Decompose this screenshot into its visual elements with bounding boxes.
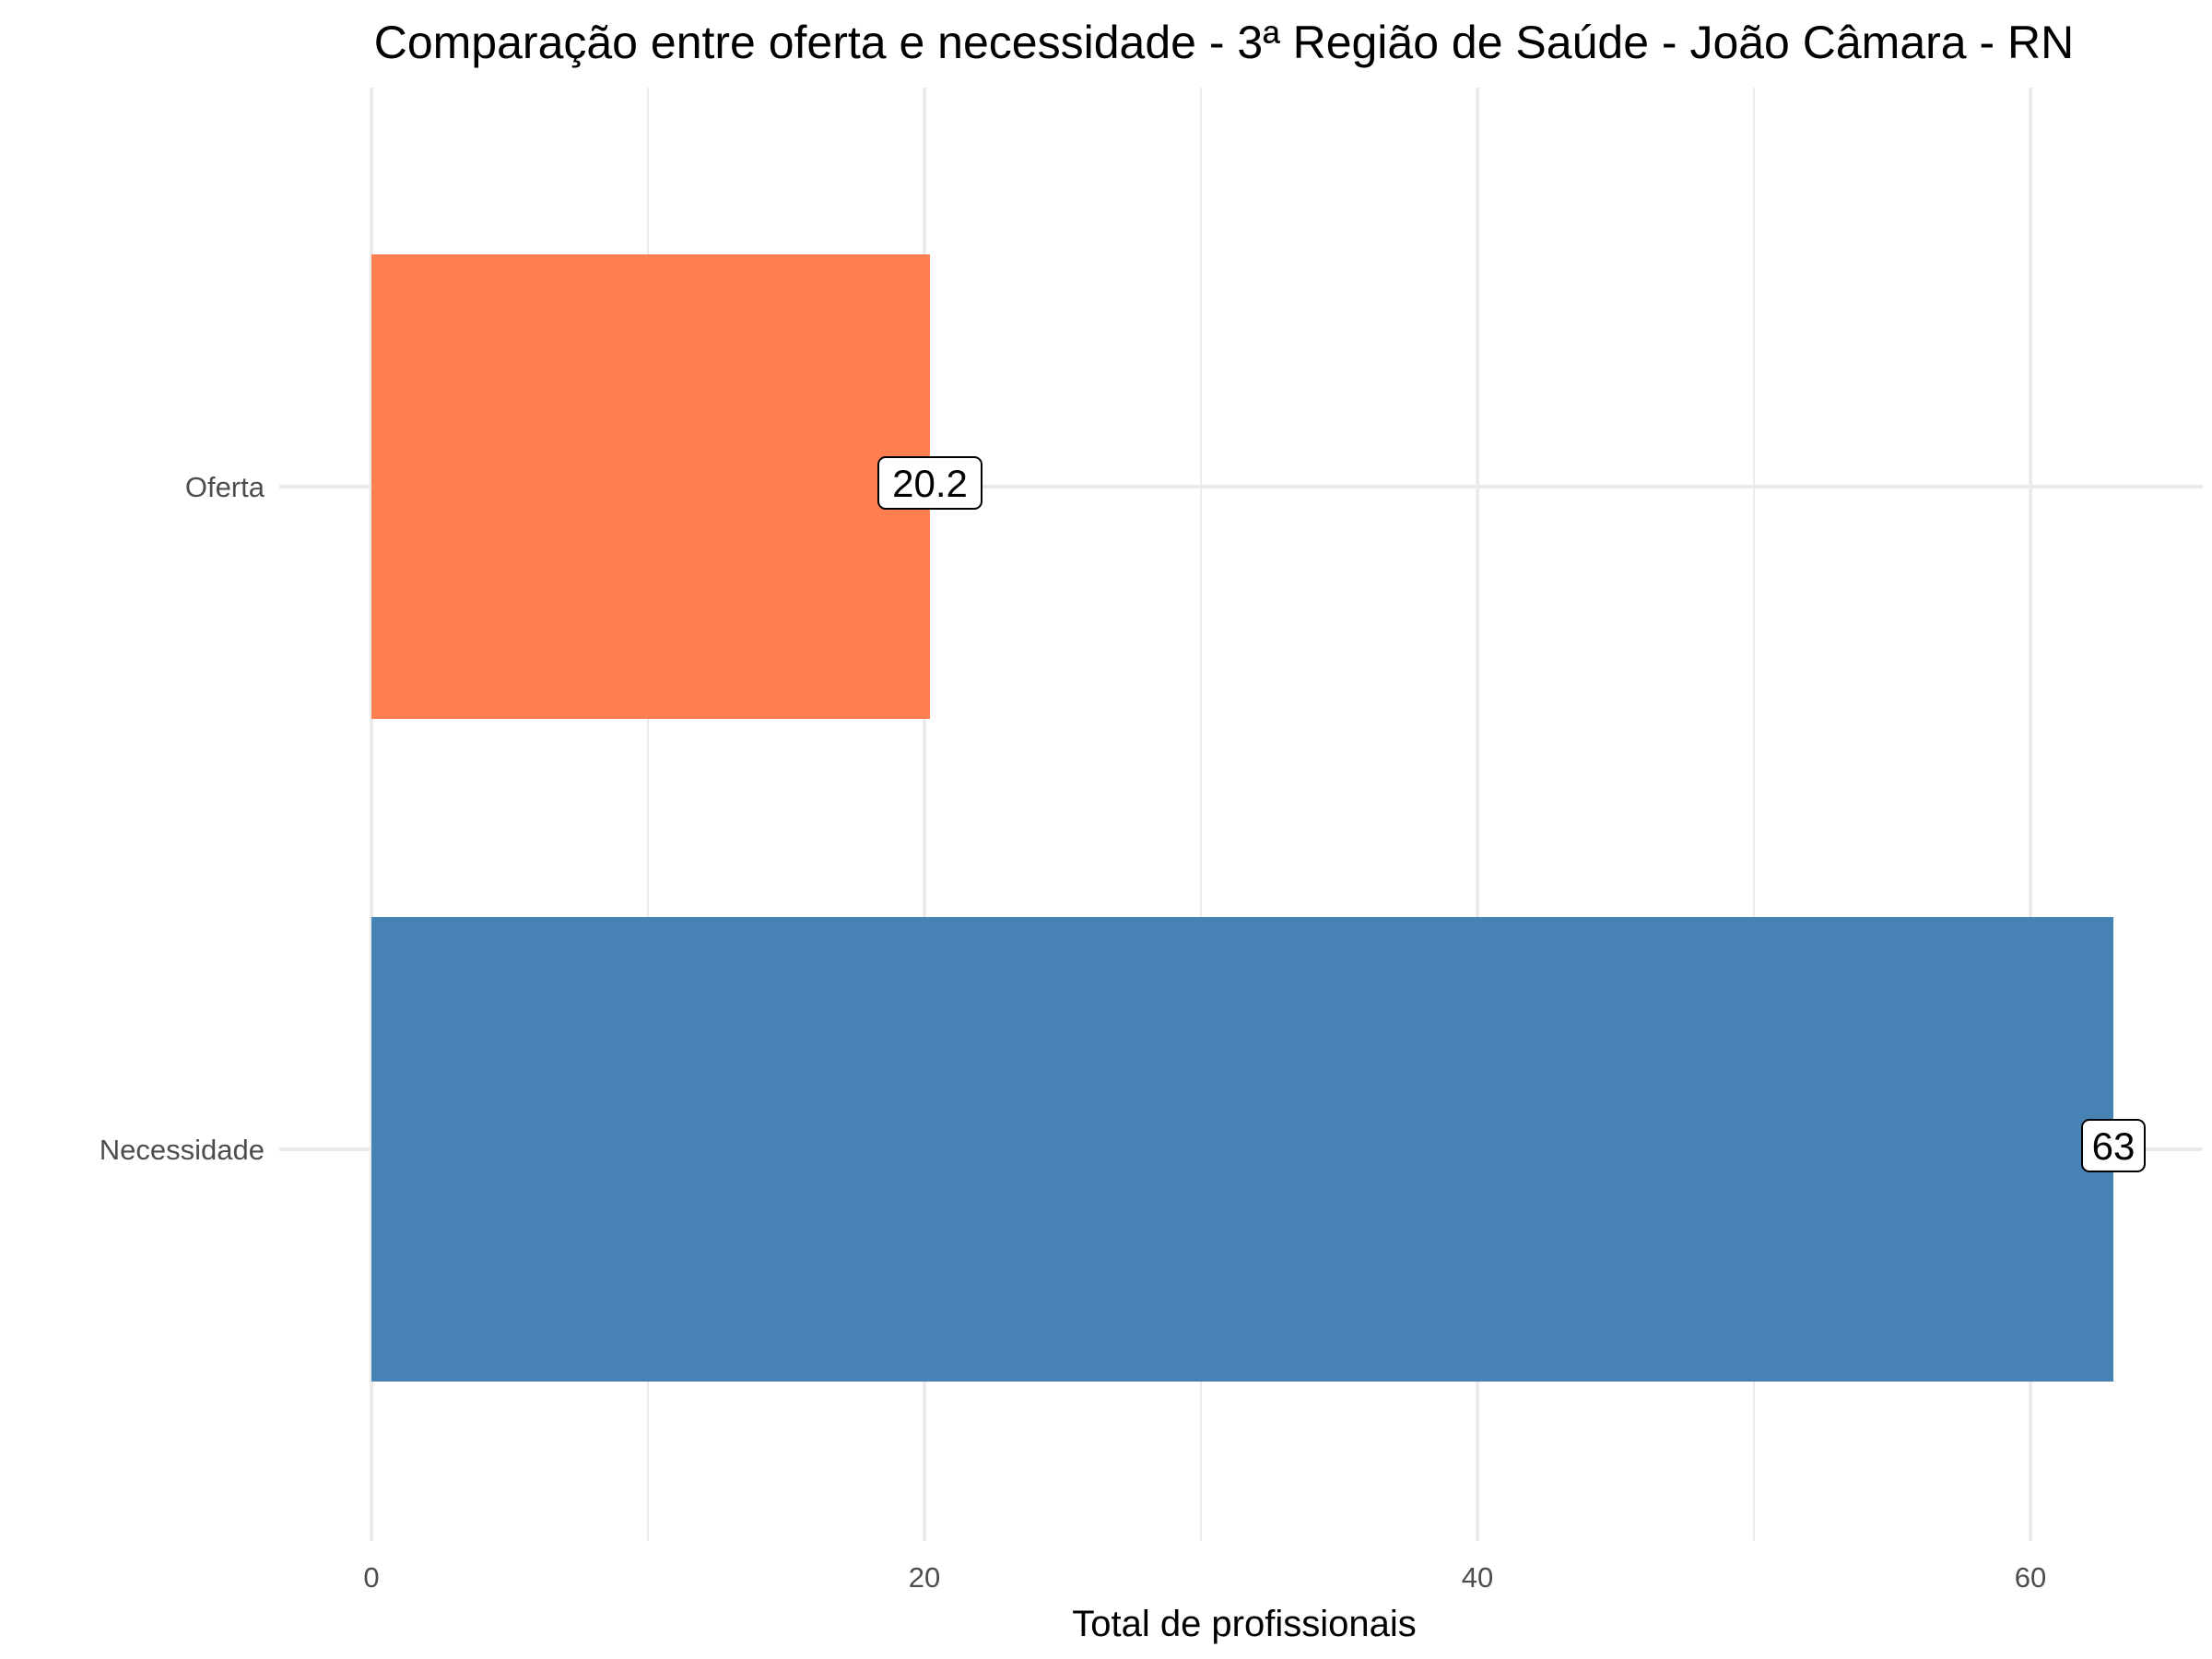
x-axis-ticks: 0 20 40 60 <box>363 1561 2046 1594</box>
y-tick-label: Oferta <box>185 471 265 503</box>
data-label-box <box>877 456 982 510</box>
x-tick-label: 0 <box>363 1561 379 1594</box>
x-tick-label: 60 <box>2015 1561 2046 1594</box>
chart-title: Comparação entre oferta e necessidade - … <box>374 17 2075 68</box>
y-axis-ticks: Oferta Necessidade <box>100 471 265 1166</box>
y-tick-label: Necessidade <box>100 1134 265 1166</box>
bar-necessidade <box>371 917 2113 1382</box>
data-label: 63 <box>2092 1124 2136 1168</box>
x-axis-title: Total de profissionais <box>1072 1604 1417 1644</box>
data-label-box <box>2081 1119 2146 1172</box>
data-labels-layer: 20.2 63 <box>877 456 2146 1172</box>
x-tick-label: 20 <box>909 1561 940 1594</box>
bars-layer <box>371 254 2113 1382</box>
data-label: 20.2 <box>892 462 968 505</box>
bar-oferta <box>371 254 930 719</box>
x-tick-label: 40 <box>1462 1561 1493 1594</box>
